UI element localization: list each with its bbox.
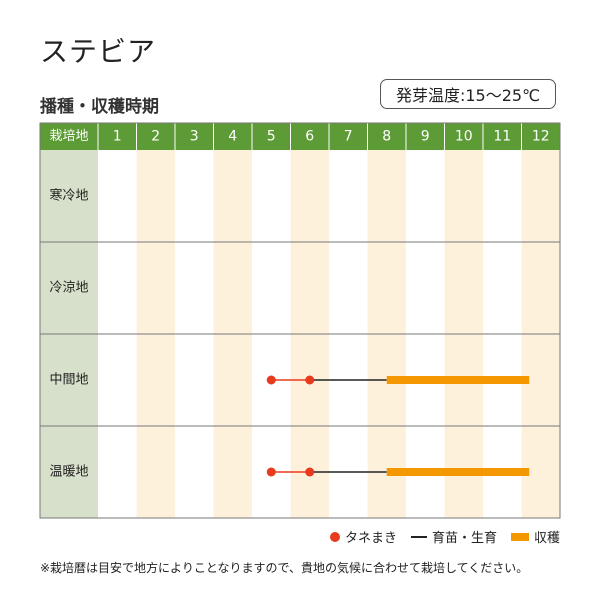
month-label: 6 [305,129,314,145]
legend-harvest: 収穫 [510,527,560,546]
footnote: ※栽培暦は目安で地方によりことなりますので、貴地の気候に合わせて栽培してください… [40,561,529,575]
sowing-marker-icon [329,531,340,542]
schedule-subtitle: 播種・収穫時期 [40,97,159,117]
region-label: 温暖地 [49,465,88,480]
month-label: 4 [228,129,237,145]
month-label: 2 [151,129,160,145]
sowing-dot [266,467,276,477]
table-border [39,122,561,519]
germination-temperature-badge: 発芽温度:15〜25℃ [380,79,556,109]
harvest-bar-icon [510,532,529,541]
header-band [40,123,560,150]
month-label: 3 [190,129,199,145]
region-label: 冷涼地 [49,281,88,296]
month-label: 10 [455,129,473,145]
legend-sowing-label: タネまき [344,531,397,546]
month-label: 7 [344,129,353,145]
month-label: 5 [267,129,276,145]
legend-sowing: タネまき [329,527,397,546]
legend-harvest-label: 収穫 [533,531,560,546]
harvest-bar [386,468,530,476]
sowing-dot [266,375,276,385]
month-label: 11 [493,129,511,145]
growing-line-icon [410,535,427,538]
header-corner-label: 栽培地 [49,128,88,144]
region-label: 寒冷地 [49,188,88,204]
legend-growing-label: 育苗・生育 [431,531,497,546]
sowing-dot [305,467,315,477]
month-label: 8 [382,129,391,145]
month-label: 9 [421,129,430,145]
legend-growing: 育苗・生育 [410,527,497,546]
legend: タネまき 育苗・生育 収穫 [316,527,560,546]
region-label: 中間地 [49,373,88,388]
harvest-bar [386,376,530,384]
month-label: 1 [113,129,122,145]
page-title: ステビア [40,35,157,68]
month-label: 12 [532,129,550,145]
sowing-dot [305,375,315,385]
